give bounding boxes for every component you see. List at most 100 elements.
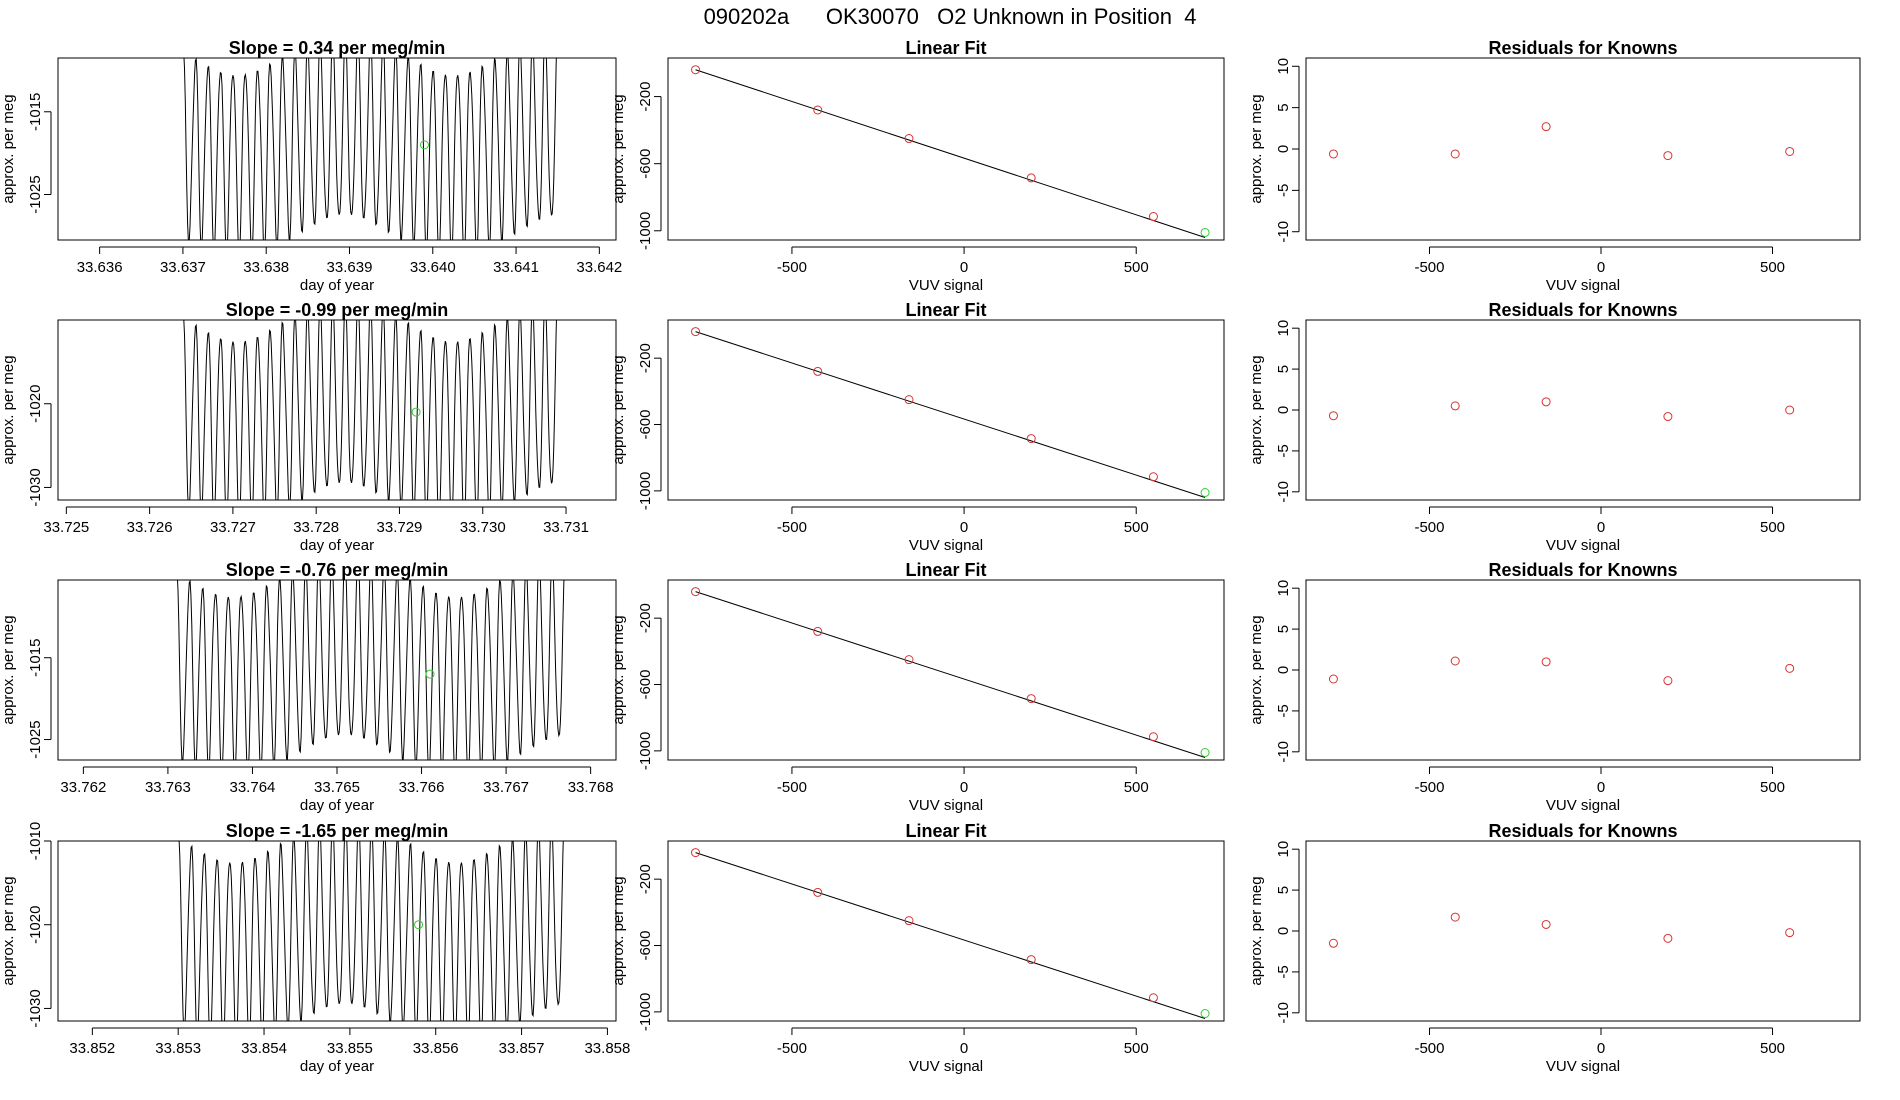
- data-trace: [183, 58, 557, 240]
- plot-title: Slope = -0.76 per meg/min: [226, 560, 449, 580]
- known-point: [813, 626, 823, 636]
- y-tick-label: 5: [1275, 103, 1292, 111]
- x-tick-label: -500: [1414, 259, 1444, 276]
- y-tick-label: -5: [1275, 704, 1292, 717]
- plot-title: Residuals for Knowns: [1488, 300, 1677, 320]
- y-tick-label: -10: [1275, 481, 1292, 503]
- plot-frame: [1305, 57, 1861, 241]
- plot-title: Slope = 0.34 per meg/min: [229, 38, 446, 58]
- plot-data: [177, 580, 565, 760]
- known-point: [1328, 674, 1338, 684]
- plot-title: Residuals for Knowns: [1488, 38, 1677, 58]
- plot-frame: [1305, 319, 1861, 501]
- known-point: [1148, 212, 1158, 222]
- y-tick-label: -5: [1275, 184, 1292, 197]
- y-axis-label: approx. per meg: [610, 615, 627, 724]
- x-tick-label: 0: [1597, 519, 1605, 536]
- y-tick-label: 5: [1275, 365, 1292, 373]
- x-tick-label: 33.729: [377, 519, 423, 536]
- known-point: [1663, 676, 1673, 686]
- plot-frame: [57, 840, 617, 1022]
- linear-fit-4: Linear Fit -500 0 500 VUV signal -200 -600 -100…: [610, 821, 1225, 1075]
- plot-frame: [667, 579, 1225, 761]
- x-tick-label: 33.768: [568, 779, 614, 796]
- plot-data: [1328, 397, 1795, 422]
- x-tick-label: 0: [1597, 779, 1605, 796]
- y-axis-label: approx. per meg: [1248, 94, 1265, 203]
- known-point: [813, 105, 823, 115]
- y-tick-label: -1000: [637, 732, 654, 770]
- fit-line: [695, 852, 1206, 1019]
- linear-fit-1: Linear Fit -500 0 500 VUV signal -200 -600 -100…: [610, 38, 1225, 294]
- plot-title: Linear Fit: [905, 821, 986, 841]
- x-tick-label: 500: [1124, 519, 1149, 536]
- x-tick-label: 0: [1597, 1040, 1605, 1057]
- y-tick-label: -600: [637, 670, 654, 700]
- y-tick-label: -1020: [27, 385, 44, 423]
- y-tick-label: -600: [637, 149, 654, 179]
- known-point: [1663, 151, 1673, 161]
- y-tick-label: -1025: [27, 175, 44, 213]
- y-tick-label: -5: [1275, 965, 1292, 978]
- fit-line: [695, 331, 1206, 498]
- y-tick-label: 5: [1275, 625, 1292, 633]
- y-tick-label: 0: [1275, 406, 1292, 414]
- plot-title: Residuals for Knowns: [1488, 821, 1677, 841]
- unknown-point: [1200, 1009, 1210, 1019]
- known-point: [1328, 149, 1338, 159]
- x-tick-label: 33.856: [413, 1040, 459, 1057]
- x-tick-label: 500: [1760, 1040, 1785, 1057]
- known-point: [904, 395, 914, 405]
- x-tick-label: 500: [1124, 1040, 1149, 1057]
- x-tick-label: 33.857: [499, 1040, 545, 1057]
- x-axis-label: VUV signal: [909, 537, 983, 554]
- plot-data: [1328, 656, 1795, 686]
- x-axis-label: VUV signal: [1546, 797, 1620, 814]
- unknown-point: [1200, 748, 1210, 758]
- plot-data: [1328, 122, 1795, 161]
- x-tick-label: 500: [1124, 259, 1149, 276]
- y-axis-label: approx. per meg: [0, 876, 17, 985]
- known-point: [1541, 919, 1551, 929]
- x-tick-label: 33.638: [243, 259, 289, 276]
- x-tick-label: 0: [960, 519, 968, 536]
- y-tick-label: 10: [1275, 320, 1292, 337]
- plot-title: Linear Fit: [905, 38, 986, 58]
- unknown-point: [419, 140, 429, 150]
- x-tick-label: 33.858: [584, 1040, 630, 1057]
- x-tick-label: 0: [1597, 259, 1605, 276]
- y-tick-label: 0: [1275, 666, 1292, 674]
- y-tick-label: -1000: [637, 472, 654, 510]
- x-tick-label: -500: [777, 1040, 807, 1057]
- known-point: [1541, 397, 1551, 407]
- known-point: [1148, 732, 1158, 742]
- x-tick-label: 33.636: [77, 259, 123, 276]
- data-trace: [178, 841, 564, 1021]
- x-axis-label: day of year: [300, 277, 374, 294]
- y-tick-label: -200: [637, 864, 654, 894]
- x-tick-label: 33.641: [493, 259, 539, 276]
- known-point: [813, 366, 823, 376]
- plot-data: [691, 327, 1210, 498]
- y-tick-label: -5: [1275, 444, 1292, 457]
- known-point: [691, 587, 701, 597]
- x-tick-label: 33.764: [230, 779, 276, 796]
- known-point: [1663, 412, 1673, 422]
- x-tick-label: -500: [777, 259, 807, 276]
- x-tick-label: 33.852: [69, 1040, 115, 1057]
- x-tick-label: 33.855: [327, 1040, 373, 1057]
- x-tick-label: 33.725: [43, 519, 89, 536]
- x-tick-label: 500: [1760, 519, 1785, 536]
- x-tick-label: 33.731: [543, 519, 589, 536]
- x-tick-label: -500: [777, 519, 807, 536]
- timeseries-4: Slope = -1.65 per meg/min 33.852 33.853 33.…: [0, 821, 630, 1075]
- x-tick-label: 33.853: [155, 1040, 201, 1057]
- known-point: [1785, 663, 1795, 673]
- x-tick-label: 500: [1124, 779, 1149, 796]
- plot-data: [178, 841, 564, 1021]
- x-tick-label: 33.728: [293, 519, 339, 536]
- x-tick-label: 33.639: [327, 259, 373, 276]
- known-point: [1026, 955, 1036, 965]
- y-tick-label: -1030: [27, 468, 44, 506]
- linear-fit-3: Linear Fit -500 0 500 VUV signal -200 -600 -100…: [610, 560, 1225, 814]
